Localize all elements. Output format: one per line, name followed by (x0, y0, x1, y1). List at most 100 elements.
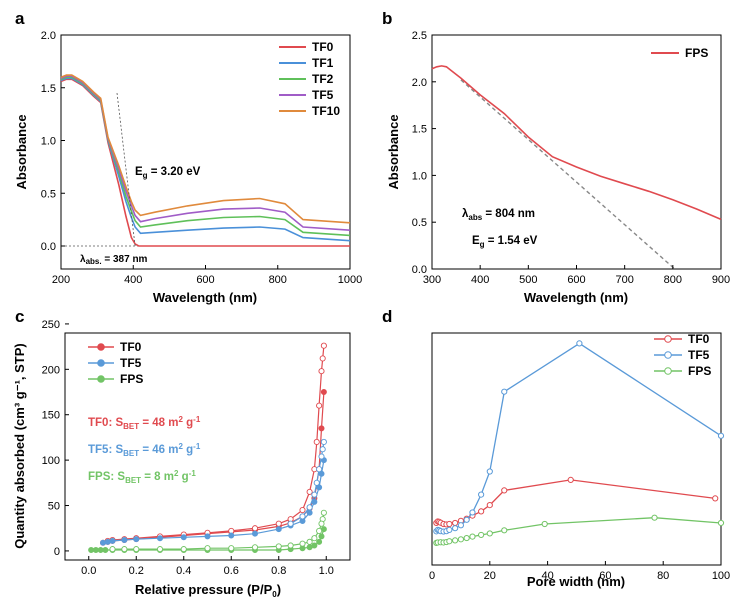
panel-c-adsorption-point-tf5 (316, 484, 323, 491)
panel-c-bet-part-mid2: g (178, 471, 188, 483)
panel-a-series-line-tf1 (60, 77, 351, 242)
panel-d-xtick-label: 80 (657, 570, 669, 582)
panel-a-lambda-sub: abs. (86, 257, 102, 266)
panel-a-legend-label-tf0: TF0 (312, 40, 334, 54)
panel-c-adsorption-point-tf5 (121, 537, 128, 544)
panel-b-tangent-line (460, 79, 676, 270)
panel-c-xlabel-end: ) (277, 582, 281, 597)
panel-c-adsorption-point-tf5 (204, 533, 211, 540)
panel-b-lambda-value: = 804 nm (482, 208, 535, 220)
panel-c-adsorption-point-fps (311, 542, 318, 549)
panel-d-legend: TF0 TF5 FPS (654, 332, 711, 378)
panel-c-ytick-label: 250 (42, 319, 60, 331)
panel-c-bet-part-prefix: TF0: S (88, 417, 123, 429)
panel-d-point-fps (463, 534, 470, 542)
panel-a-xtick-label: 800 (269, 274, 287, 286)
panel-c-ytick-label: 0 (54, 546, 60, 558)
panel-b-plot-area (431, 65, 722, 270)
panel-d-point-fps (478, 531, 485, 539)
panel-c-desorption-point-tf5 (320, 438, 327, 446)
panel-c-adsorption-point-tf0 (318, 425, 325, 432)
panel-a-tangent-line (116, 92, 136, 247)
panel-d-point-tf5 (478, 491, 485, 498)
panel-a-lambda-value: = 387 nm (102, 254, 148, 265)
panel-c-desorption-point-tf5 (287, 520, 294, 527)
panel-a-legend-label-tf10: TF10 (312, 104, 340, 118)
panel-c-bet-part-mid: = 48 m (139, 417, 178, 429)
panel-c-xlabel-main: Relative pressure (P/P (135, 582, 273, 597)
panel-d-point-fps (501, 527, 508, 534)
panel-c-frame (64, 332, 351, 561)
panel-c-desorption-point-tf5 (319, 446, 326, 453)
panel-c-bet-part-sup2: -1 (193, 415, 201, 424)
panel-c-bet-part-prefix: TF5: S (88, 444, 123, 456)
panel-c-desorption-point-tf5 (318, 453, 325, 460)
panel-c-ytick-label: 100 (42, 455, 60, 467)
panel-d-legend-label-tf5: TF5 (688, 348, 710, 362)
panel-c-adsorption-point-tf5 (133, 536, 140, 543)
panel-a-ytick-label: 1.5 (41, 83, 56, 95)
panel-c-bet-part-sup2: -1 (189, 469, 197, 478)
panel-d-xtick-label: 100 (712, 570, 730, 582)
panel-c-desorption-point-fps (180, 546, 187, 553)
panel-d-legend-label-fps: FPS (688, 364, 711, 378)
panel-b-xtick-label: 400 (471, 274, 489, 286)
panel-c-desorption-point-fps (287, 542, 294, 549)
panel-c-xtick-label: 0.2 (129, 565, 144, 577)
panel-d-point-tf0 (478, 508, 485, 515)
panel-c-bet-part-prefix: FPS: S (88, 471, 125, 483)
panel-d-point-fps (452, 537, 459, 544)
panel-d-ticks: 0 20 40 60 80 100 (429, 561, 730, 582)
panel-c-desorption-point-tf0 (316, 402, 323, 409)
panel-a-eg-sub: g (143, 171, 148, 180)
panel-b-chart: 300 400 500 600 700 800 9000.00.51.01.52.02.5 … (386, 30, 730, 305)
panel-c-xtick-label: 0.0 (81, 565, 96, 577)
panel-c-adsorption-point-tf5 (104, 538, 111, 545)
panel-c-desorption-point-fps (121, 546, 128, 553)
panel-c-bet-annotation-tf0: TF0: SBET = 48 m2 g-1 (88, 415, 201, 431)
panel-c-adsorption-point-tf5 (306, 509, 313, 516)
panel-c-desorption-point-tf0 (299, 507, 306, 514)
panel-c-bet-part-mid2: g (183, 417, 193, 429)
panel-d-point-fps (486, 530, 493, 537)
panel-d-point-tf0 (712, 495, 719, 502)
panel-d-xtick-label: 0 (429, 570, 435, 582)
panel-b-lambda-annotation: λabs = 804 nm (462, 208, 535, 222)
panel-c-adsorption-point-fps (316, 538, 323, 545)
panel-d-series-line-fps (436, 517, 722, 544)
panel-c-ytick-label: 200 (42, 364, 60, 376)
panel-b-xtick-label: 600 (567, 274, 585, 286)
panel-a-eg-e: E (135, 166, 143, 178)
panel-a-ylabel: Absorbance (14, 114, 29, 189)
panel-a-eg-value: = 3.20 eV (148, 166, 201, 178)
panel-b-series-line-fps (431, 65, 722, 221)
panel-d-point-fps (446, 538, 453, 545)
panel-c-desorption-point-tf0 (313, 438, 320, 446)
panel-c-desorption-point-fps (228, 545, 235, 552)
panel-b-legend: FPS (651, 46, 708, 60)
panel-a-label: a (15, 9, 25, 28)
panel-a-legend: TF0 TF1 TF2 TF5 TF10 (279, 40, 340, 118)
panel-c-legend-marker-fps (97, 375, 105, 383)
panel-c-plot-area (88, 342, 327, 554)
panel-c-legend: TF0 TF5 FPS (88, 340, 143, 386)
panel-a-xlabel: Wavelength (nm) (153, 290, 257, 305)
panel-c-bet-part-sup: 2 (178, 415, 183, 424)
panel-d-point-tf5 (457, 522, 464, 529)
panel-a-xtick-label: 1000 (338, 274, 362, 286)
panel-a-legend-label-tf1: TF1 (312, 56, 334, 70)
panel-d-point-fps (541, 520, 548, 528)
panel-b-ytick-label: 1.5 (412, 124, 427, 136)
panel-d-chart: 0 20 40 60 80 100 Pore width (nm) TF0 TF5 FPS (429, 332, 730, 589)
panel-c-bet-part-mid: = 46 m (139, 444, 178, 456)
panel-b-xtick-label: 800 (664, 274, 682, 286)
panel-c-desorption-point-fps (318, 520, 325, 527)
panel-c-desorption-point-tf5 (316, 466, 323, 473)
panel-a-legend-label-tf2: TF2 (312, 72, 334, 86)
panel-c-desorption-point-fps (156, 546, 164, 553)
panel-c-bet-part-mid2: g (183, 444, 193, 456)
panel-a-series-line-tf0 (60, 78, 350, 247)
panel-c-adsorption-point-tf5 (156, 535, 163, 542)
panel-d-xtick-label: 40 (541, 570, 553, 582)
